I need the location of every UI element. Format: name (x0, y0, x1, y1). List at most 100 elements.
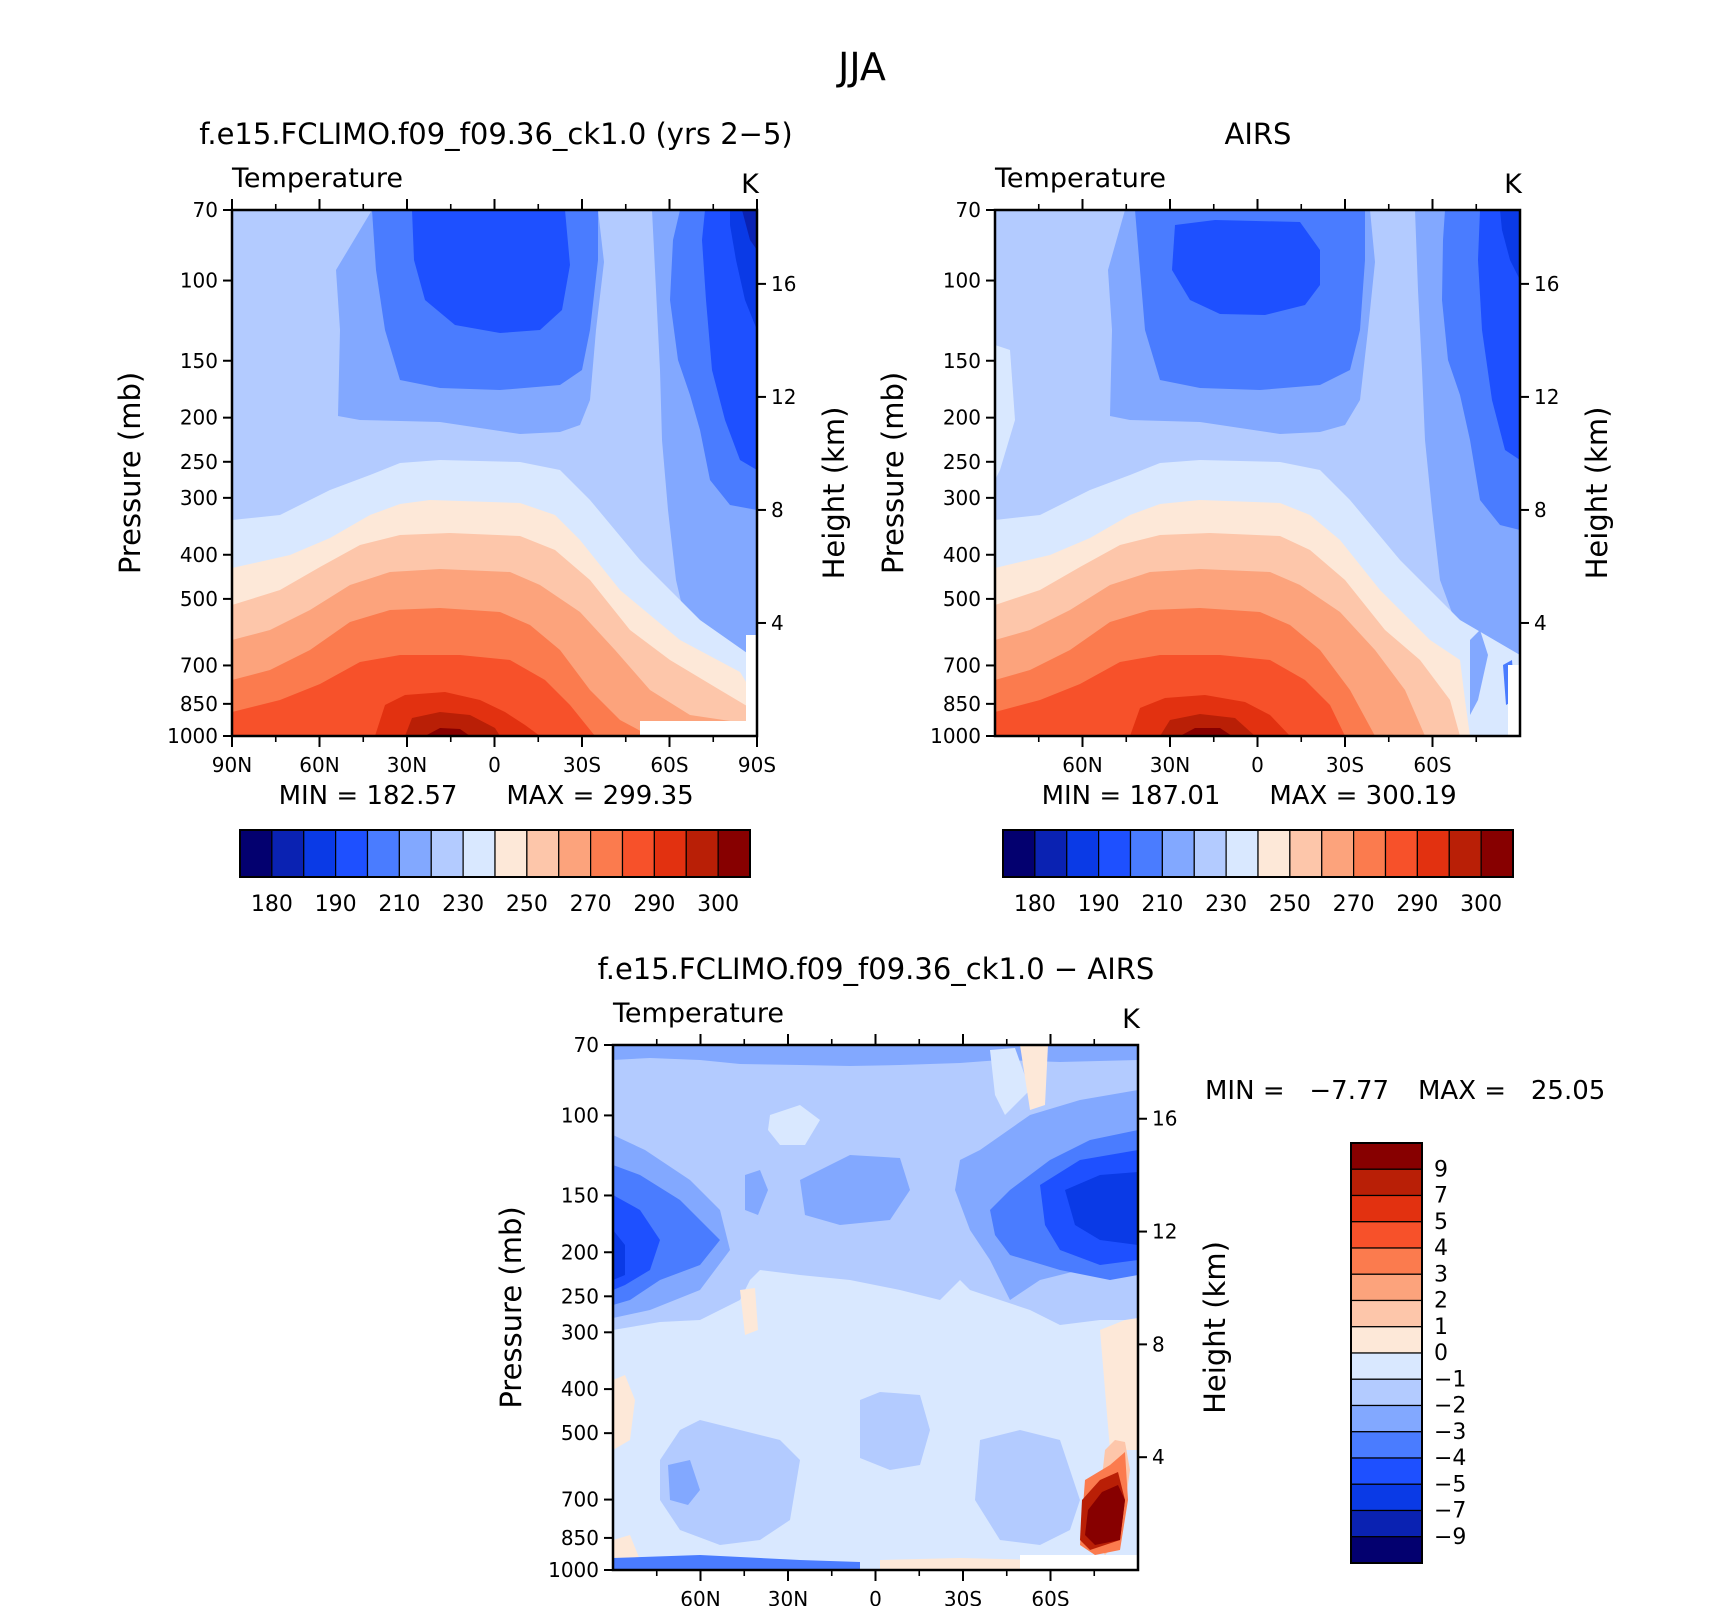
colorbar-label: 290 (633, 892, 675, 917)
height-tick-label: 12 (1534, 385, 1559, 409)
y-tick-label: 850 (180, 692, 218, 716)
colorbar-label: −7 (1434, 1499, 1466, 1524)
colorbar-label: 1 (1434, 1315, 1448, 1340)
colorbar-label: 210 (1141, 892, 1183, 917)
colorbar: 180 190 210 230 250 270 290 300 (1002, 829, 1514, 917)
panel-difference: f.e15.FCLIMO.f09_f09.36_ck1.0 − AIRS Tem… (494, 952, 1605, 1606)
colorbar-label: 2 (1434, 1289, 1448, 1314)
colorbar-swatch (1350, 1168, 1423, 1197)
y-tick-label: 700 (561, 1488, 599, 1512)
colorbar-swatch (653, 829, 687, 878)
y-tick-label: 300 (561, 1320, 599, 1344)
colorbar-label: 180 (251, 892, 293, 917)
y-tick-label: 200 (943, 406, 981, 430)
colorbar-swatch (271, 829, 305, 878)
colorbar-swatch (1350, 1194, 1423, 1223)
y-tick-label: 1000 (930, 724, 981, 748)
y-tick-label: 150 (943, 349, 981, 373)
y-tick-label: 700 (943, 653, 981, 677)
y-tick-label: 500 (561, 1421, 599, 1445)
colorbar-swatch (1350, 1221, 1423, 1249)
colorbar-label: 230 (442, 892, 484, 917)
contour-field (995, 210, 1520, 736)
colorbar-swatch (1350, 1483, 1423, 1512)
colorbar-label: 180 (1014, 892, 1056, 917)
colorbar-swatch (366, 829, 400, 878)
y-tick-label: 100 (561, 1103, 599, 1127)
x-tick-label: 60S (650, 753, 688, 777)
y-tick-label: 500 (180, 587, 218, 611)
colorbar-label: 270 (1333, 892, 1375, 917)
height-tick-label: 16 (1152, 1107, 1177, 1131)
colorbar-swatch (1161, 829, 1195, 878)
colorbar-swatch (1129, 829, 1163, 878)
max-label: MAX = 299.35 (506, 781, 693, 811)
panel-title: f.e15.FCLIMO.f09_f09.36_ck1.0 (yrs 2−5) (199, 117, 792, 151)
units-label: K (1122, 1004, 1141, 1035)
colorbar-swatch (462, 829, 496, 878)
colorbar-label: 290 (1396, 892, 1438, 917)
y-axis-title: Pressure (mb) (876, 372, 910, 574)
y-tick-label: 400 (943, 543, 981, 567)
y-tick-label: 200 (561, 1240, 599, 1264)
colorbar-swatch (1066, 829, 1100, 878)
y-tick-label: 300 (943, 486, 981, 510)
y-tick-label: 400 (561, 1377, 599, 1401)
axes: 70 100 150 200 250 300 400 500 700 850 1000 4 8 12 16 9… (113, 198, 851, 777)
colorbar-swatch (1480, 829, 1514, 878)
units-label: K (1504, 169, 1523, 200)
colorbar-swatch (621, 829, 655, 878)
colorbar-label: −4 (1434, 1446, 1466, 1471)
colorbar-swatch (1034, 829, 1068, 878)
colorbar-label: 230 (1205, 892, 1247, 917)
y-tick-label: 70 (193, 198, 218, 222)
colorbar-label: 210 (378, 892, 420, 917)
min-label: MIN = −7.77 (1205, 1076, 1389, 1106)
colorbar-label: −1 (1434, 1367, 1466, 1392)
x-tick-label: 90N (212, 753, 252, 777)
colorbar-swatch (717, 829, 751, 878)
x-tick-label: 30N (768, 1587, 808, 1606)
colorbar-swatch (1350, 1509, 1423, 1538)
colorbar-label: 270 (570, 892, 612, 917)
colorbar-swatch (1002, 829, 1036, 878)
colorbar-swatch (1350, 1352, 1423, 1380)
height-tick-label: 8 (1152, 1332, 1165, 1356)
colorbar-label: 190 (1078, 892, 1120, 917)
height-tick-label: 8 (1534, 498, 1547, 522)
colorbar-label: 190 (315, 892, 357, 917)
x-tick-label: 30S (563, 753, 601, 777)
y-tick-label: 700 (180, 653, 218, 677)
colorbar: 180 190 210 230 250 270 290 300 (239, 829, 751, 917)
x-tick-label: 30S (1326, 753, 1364, 777)
panel-title: AIRS (1225, 117, 1292, 151)
panel-model: f.e15.FCLIMO.f09_f09.36_ck1.0 (yrs 2−5) … (113, 117, 851, 917)
panel-title: f.e15.FCLIMO.f09_f09.36_ck1.0 − AIRS (598, 952, 1155, 986)
y-tick-label: 500 (943, 587, 981, 611)
colorbar-swatch (1225, 829, 1259, 878)
min-label: MIN = 182.57 (279, 781, 458, 811)
y-tick-label: 150 (561, 1183, 599, 1207)
y-tick-label: 400 (180, 543, 218, 567)
x-tick-label: 30N (387, 753, 427, 777)
y-tick-label: 200 (180, 406, 218, 430)
colorbar-label: 9 (1434, 1157, 1448, 1182)
y-tick-label: 70 (574, 1033, 599, 1057)
colorbar-label: 300 (1460, 892, 1502, 917)
colorbar-swatch (1353, 829, 1387, 878)
x-tick-label: 0 (1251, 753, 1264, 777)
height-tick-label: 12 (1152, 1220, 1177, 1244)
colorbar-swatch (398, 829, 432, 878)
x-tick-label: 30S (944, 1587, 982, 1606)
y-tick-label: 250 (180, 450, 218, 474)
colorbar-swatch (1257, 829, 1291, 878)
colorbar-swatch (1098, 829, 1132, 878)
colorbar-swatch (685, 829, 719, 878)
contour-field (613, 1045, 1138, 1570)
x-tick-label: 0 (869, 1587, 882, 1606)
min-label: MIN = 187.01 (1042, 781, 1221, 811)
x-tick-label: 60S (1413, 753, 1451, 777)
colorbar-swatch (526, 829, 560, 878)
colorbar-swatch (1350, 1247, 1423, 1275)
units-label: K (741, 169, 760, 200)
